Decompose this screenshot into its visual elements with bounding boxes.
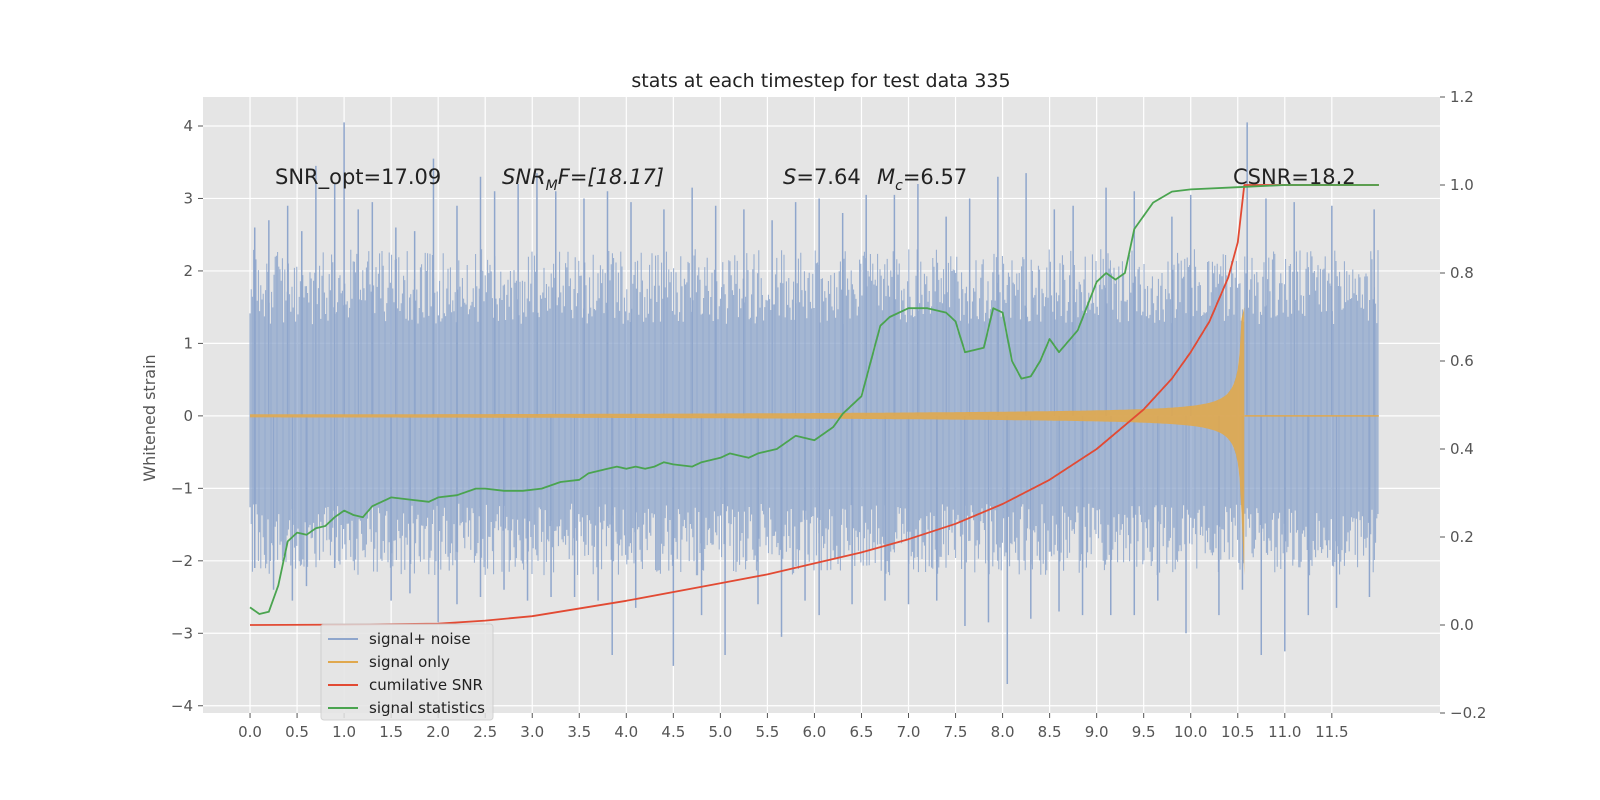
snr-mf-base: SNR bbox=[502, 165, 546, 189]
y-tick-label: −4 bbox=[171, 697, 193, 715]
x-tick-label: 0.0 bbox=[238, 723, 262, 741]
y-tick-label: −1 bbox=[171, 479, 193, 497]
y-tick-label: 1 bbox=[183, 334, 193, 352]
x-tick-label: 1.0 bbox=[332, 723, 356, 741]
x-tick-label: 2.0 bbox=[426, 723, 450, 741]
cumulative-snr-line bbox=[249, 184, 1379, 626]
x-tick-label: 7.5 bbox=[944, 723, 968, 741]
y2-tick-label: 0.8 bbox=[1450, 264, 1474, 282]
mc-base: M bbox=[877, 165, 895, 189]
y2-tick-label: 0.2 bbox=[1450, 528, 1474, 546]
y2-tick-label: 0.6 bbox=[1450, 352, 1474, 370]
annotation-csnr: CSNR=18.2 bbox=[1233, 165, 1356, 189]
y2-tick-label: 0.0 bbox=[1450, 616, 1474, 634]
x-tick-label: 10.5 bbox=[1221, 723, 1254, 741]
signal-noise-series bbox=[249, 122, 1379, 685]
legend-label-signal-noise: signal+ noise bbox=[369, 630, 471, 648]
x-tick-label: 1.5 bbox=[379, 723, 403, 741]
s-label: S bbox=[783, 165, 796, 189]
annotation-s: S=7.64 bbox=[783, 165, 861, 189]
annotation-snr-opt: SNR_opt=17.09 bbox=[275, 165, 441, 190]
s-value: =7.64 bbox=[796, 165, 860, 189]
x-tick-label: 5.0 bbox=[708, 723, 732, 741]
x-tick-label: 11.5 bbox=[1315, 723, 1348, 741]
x-tick-label: 9.0 bbox=[1085, 723, 1109, 741]
y-tick-label: 3 bbox=[183, 189, 193, 207]
annotation-snr-mf: SNRMF=[18.17] bbox=[502, 165, 664, 194]
signal-only-series bbox=[250, 307, 1379, 576]
x-tick-label: 5.5 bbox=[755, 723, 779, 741]
x-tick-label: 8.5 bbox=[1038, 723, 1062, 741]
y2-tick-label: −0.2 bbox=[1450, 704, 1486, 722]
legend-label-signal-statistics: signal statistics bbox=[369, 699, 485, 717]
chart-title: stats at each timestep for test data 335 bbox=[631, 70, 1010, 92]
mc-value: =6.57 bbox=[903, 165, 967, 189]
x-tick-label: 9.5 bbox=[1132, 723, 1156, 741]
x-tick-label: 6.5 bbox=[850, 723, 874, 741]
y2-tick-label: 0.4 bbox=[1450, 440, 1474, 458]
legend-box bbox=[320, 623, 494, 721]
legend-label-cumulative-snr: cumilative SNR bbox=[369, 676, 483, 694]
y-tick-label: −3 bbox=[171, 624, 193, 642]
x-tick-label: 3.5 bbox=[567, 723, 591, 741]
x-tick-label: 7.0 bbox=[897, 723, 921, 741]
axes: 0.0 0.5 1.0 1.5 2.0 2.5 3.0 3.5 4.0 4.5 5.0 5.5 6.0 6… bbox=[171, 88, 1487, 741]
x-tick-label: 8.0 bbox=[991, 723, 1015, 741]
x-tick-label: 11.0 bbox=[1268, 723, 1301, 741]
snr-mf-subscript: M bbox=[546, 178, 558, 194]
y-tick-label: 0 bbox=[183, 407, 193, 425]
y-axis-label: Whitened strain bbox=[140, 354, 159, 481]
x-tick-label: 3.0 bbox=[520, 723, 544, 741]
x-tick-label: 4.0 bbox=[614, 723, 638, 741]
snr-mf-value: F=[18.17] bbox=[558, 165, 664, 189]
y2-tick-label: 1.2 bbox=[1450, 88, 1474, 106]
x-tick-label: 10.0 bbox=[1174, 723, 1207, 741]
signal-noise-band bbox=[249, 249, 1379, 576]
legend-label-signal-only: signal only bbox=[369, 653, 450, 671]
statistic-lines bbox=[249, 184, 1379, 626]
signal-statistics-line bbox=[249, 184, 1379, 615]
y-tick-label: 4 bbox=[183, 117, 193, 135]
x-tick-label: 2.5 bbox=[473, 723, 497, 741]
annotation-mc: Mc=6.57 bbox=[877, 165, 967, 194]
mc-subscript: c bbox=[895, 178, 903, 194]
x-tick-label: 4.5 bbox=[661, 723, 685, 741]
x-tick-label: 6.0 bbox=[803, 723, 827, 741]
y-tick-label: 2 bbox=[183, 262, 193, 280]
x-tick-label: 0.5 bbox=[285, 723, 309, 741]
y2-tick-label: 1.0 bbox=[1450, 176, 1474, 194]
y-tick-label: −2 bbox=[171, 552, 193, 570]
legend: signal+ noise signal only cumilative SNR… bbox=[320, 623, 494, 721]
